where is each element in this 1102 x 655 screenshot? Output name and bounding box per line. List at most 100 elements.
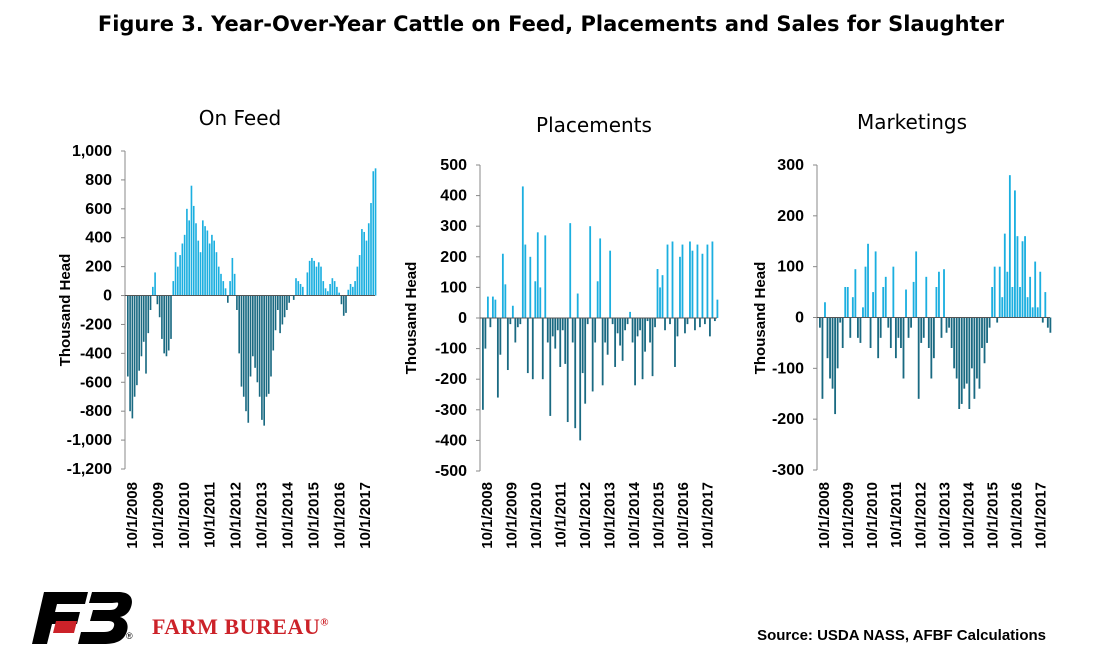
x-date-label: 10/1/2014: [960, 481, 977, 548]
x-date-label: 10/1/2008: [816, 482, 833, 549]
bar: [486, 296, 489, 318]
bar: [249, 295, 252, 377]
y-tick-label: 300: [777, 157, 804, 174]
bar: [699, 318, 701, 328]
bar: [664, 318, 666, 331]
bar: [536, 232, 539, 318]
y-tick-label: 100: [440, 279, 467, 296]
bar: [270, 295, 272, 377]
bar: [352, 286, 354, 296]
bar: [874, 251, 877, 318]
bar: [261, 295, 263, 420]
x-date-label: 10/1/2017: [357, 482, 374, 549]
bar: [324, 288, 327, 296]
bar: [551, 318, 554, 337]
bar: [915, 251, 918, 318]
x-date-label: 10/1/2013: [936, 482, 953, 549]
y-tick-label: 300: [440, 218, 467, 235]
bar: [299, 283, 302, 296]
bar: [544, 235, 547, 318]
x-date-label: 10/1/2014: [279, 481, 296, 548]
x-date-label: 10/1/2009: [840, 482, 857, 549]
bar: [195, 223, 197, 296]
marketings-chart: -300 -200 -100 0 100 200 300 Thousand Head 10/1/…: [752, 157, 1052, 549]
bar: [629, 311, 631, 318]
bar: [177, 266, 179, 296]
y-tick-label: 200: [85, 259, 112, 276]
y-tick-label: -500: [435, 463, 467, 480]
bar: [279, 295, 281, 334]
bar: [988, 317, 991, 328]
bar: [1016, 236, 1019, 318]
x-date-label: 10/1/2008: [124, 482, 141, 549]
x-date-label: 10/1/2017: [1033, 482, 1050, 549]
placements-chart: -500 -400 -300 -200 -100 0 100 200 300 400 500 Thou…: [403, 157, 719, 549]
bar: [940, 317, 943, 338]
bar: [824, 302, 826, 318]
bar: [611, 318, 614, 325]
bar: [836, 317, 839, 369]
bar: [554, 318, 557, 349]
bar: [910, 317, 912, 328]
bar: [927, 317, 930, 348]
bar: [634, 318, 636, 386]
x-date-label: 10/1/2016: [675, 482, 692, 549]
bar: [247, 295, 250, 423]
bar: [1039, 271, 1042, 318]
bar: [256, 295, 259, 383]
bar: [156, 295, 159, 305]
bar: [311, 257, 313, 296]
bar: [826, 317, 829, 359]
bar: [199, 252, 202, 296]
bar: [514, 318, 517, 343]
bar: [136, 295, 138, 386]
bar: [546, 318, 549, 343]
bar: [887, 317, 890, 328]
bar: [932, 317, 935, 359]
bar: [963, 317, 966, 389]
bar: [242, 295, 245, 397]
bar: [129, 295, 131, 412]
bar: [496, 318, 499, 398]
bar: [306, 272, 309, 296]
bar: [978, 317, 981, 389]
bar: [131, 295, 134, 419]
bar: [621, 318, 624, 361]
bar: [950, 317, 953, 348]
bar: [882, 287, 885, 318]
bar: [147, 295, 150, 334]
bar: [900, 317, 902, 348]
y-tick-label: -600: [80, 374, 112, 391]
bar: [188, 220, 190, 296]
bar: [679, 256, 681, 318]
bar: [998, 266, 1001, 318]
bar: [365, 240, 368, 296]
bar: [841, 317, 844, 348]
bar: [236, 295, 238, 310]
x-date-label: 10/1/2016: [1009, 482, 1026, 549]
bar: [953, 317, 956, 369]
bar: [220, 273, 222, 296]
bar: [149, 295, 152, 310]
bar: [338, 292, 340, 296]
y-tick-label: -200: [772, 411, 804, 428]
bar: [945, 317, 948, 333]
bar: [948, 317, 950, 328]
bar: [659, 287, 661, 318]
bar: [889, 317, 892, 348]
bar: [501, 253, 504, 318]
bar: [267, 295, 270, 394]
y-tick-label: -400: [435, 432, 467, 449]
bar: [161, 295, 163, 339]
bar: [265, 295, 268, 397]
bar: [283, 295, 286, 318]
bar: [165, 295, 168, 357]
bar: [639, 318, 641, 331]
bar: [363, 231, 365, 296]
y-axis-label: Thousand Head: [403, 262, 420, 375]
y-tick-label: 500: [440, 157, 467, 174]
bar: [1019, 287, 1021, 318]
bar: [541, 318, 544, 380]
bar: [983, 317, 986, 364]
bar: [127, 295, 129, 377]
